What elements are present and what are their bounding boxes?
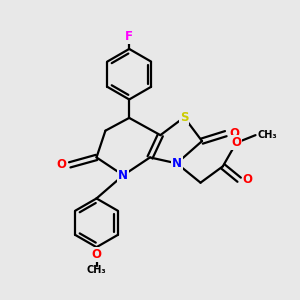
- Text: O: O: [92, 248, 101, 261]
- Text: N: N: [172, 157, 182, 170]
- Text: O: O: [229, 127, 239, 140]
- Text: O: O: [231, 136, 241, 149]
- Text: O: O: [242, 173, 253, 186]
- Text: CH₃: CH₃: [87, 265, 106, 275]
- Text: N: N: [118, 169, 128, 182]
- Text: CH₃: CH₃: [258, 130, 278, 140]
- Text: O: O: [56, 158, 66, 171]
- Text: F: F: [125, 30, 133, 43]
- Text: S: S: [180, 111, 188, 124]
